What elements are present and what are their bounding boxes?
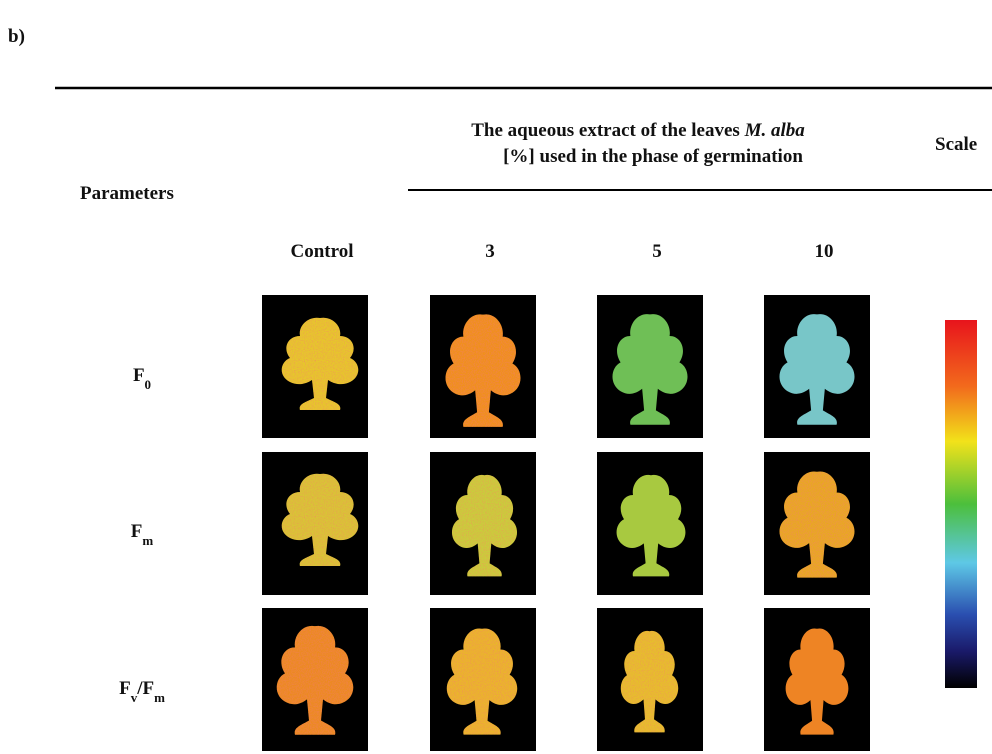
column-header: 5 (652, 241, 662, 262)
leaf-images (262, 295, 870, 751)
row-label: Fm (131, 521, 154, 548)
symbol: F (131, 521, 143, 542)
header-text: The aqueous extract of the leaves (471, 120, 744, 141)
row-label: F0 (133, 365, 151, 392)
symbol: /F (136, 678, 154, 699)
symbol: F (119, 678, 131, 699)
species-name: M. alba (744, 120, 806, 141)
color-scale (945, 320, 977, 688)
subscript: m (154, 690, 165, 705)
subscript: m (142, 533, 153, 548)
panel-label: b) (8, 26, 25, 47)
column-header: 10 (815, 241, 834, 262)
header-line-1: The aqueous extract of the leaves M. alb… (471, 120, 805, 141)
row-label: Fv/Fm (119, 678, 165, 705)
symbol: F (133, 365, 145, 386)
subscript: v (131, 690, 138, 705)
column-headers: Control 3 5 10 (291, 241, 834, 262)
column-header: Control (291, 241, 354, 262)
subscript: 0 (145, 377, 152, 392)
column-header: 3 (485, 241, 495, 262)
parameters-header: Parameters (80, 183, 174, 204)
scale-header: Scale (935, 134, 977, 155)
header-line-2: [%] used in the phase of germination (503, 146, 803, 167)
